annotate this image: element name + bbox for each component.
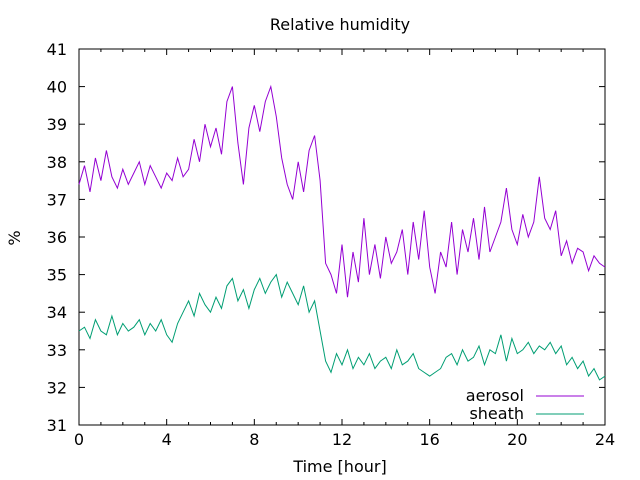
x-axis-label: Time [hour]	[292, 457, 386, 476]
legend-label-sheath: sheath	[469, 404, 524, 423]
y-tick-label: 35	[47, 266, 67, 285]
legend-label-aerosol: aerosol	[466, 386, 524, 405]
x-tick-label: 12	[332, 430, 352, 449]
y-tick-label: 32	[47, 378, 67, 397]
plot-frame	[78, 48, 606, 426]
data-lines	[78, 84, 606, 381]
series-line-sheath	[78, 273, 606, 381]
y-tick-label: 38	[47, 153, 67, 172]
y-tick-label: 39	[47, 115, 67, 134]
axis-ticks: 0 4 8 12 16 20 24 31 32 33 34 35 36 37 38 39 40 41	[47, 40, 616, 449]
y-tick-label: 31	[47, 416, 67, 435]
x-tick-label: 20	[507, 430, 527, 449]
y-axis-label: %	[5, 230, 24, 245]
y-tick-label: 37	[47, 190, 67, 209]
x-tick-label: 8	[249, 430, 259, 449]
y-tick-label: 36	[47, 228, 67, 247]
x-tick-label: 4	[162, 430, 172, 449]
series-line-aerosol	[78, 84, 606, 298]
x-tick-label: 24	[595, 430, 615, 449]
y-tick-label: 41	[47, 40, 67, 59]
y-tick-label: 40	[47, 78, 67, 97]
y-tick-label: 33	[47, 341, 67, 360]
y-tick-label: 34	[47, 303, 67, 322]
x-tick-label: 16	[419, 430, 439, 449]
chart-title: Relative humidity	[270, 15, 410, 34]
x-tick-label: 0	[74, 430, 84, 449]
